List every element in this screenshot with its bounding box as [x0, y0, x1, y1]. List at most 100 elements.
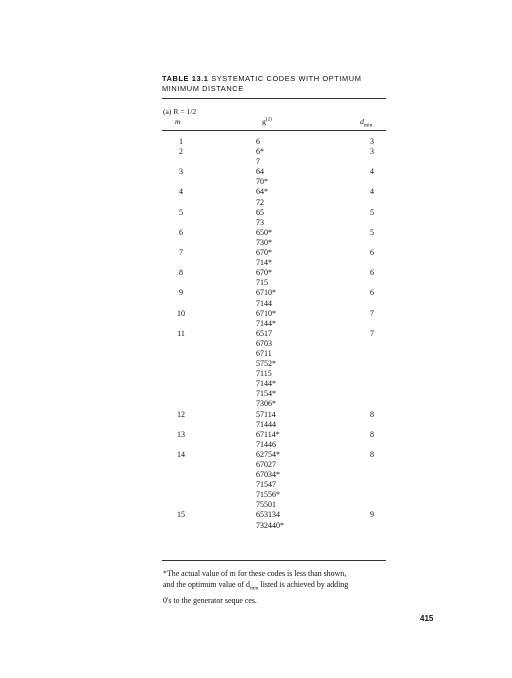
generator-value: 67034* — [256, 470, 280, 480]
table-row: 5 65 73 5 — [162, 208, 386, 228]
table-row: 11 6517 6703 6711 5752* 7115 7144* 7154* 7306* 7 — [162, 329, 386, 410]
table-caption: SYSTEMATIC CODES WITH OPTIMUM MINIMUM DI… — [162, 74, 362, 93]
cell-generator-list: 6710* 7144 — [256, 288, 386, 308]
cell-m: 8 — [179, 268, 183, 278]
cell-m: 2 — [179, 147, 183, 157]
cell-dmin: 3 — [370, 137, 374, 146]
cell-m: 3 — [179, 167, 183, 177]
generator-value: 6703 — [256, 338, 272, 348]
generator-value: 714* — [256, 258, 272, 268]
generator-value: 67027 — [256, 460, 276, 469]
cell-dmin: 6 — [370, 288, 374, 298]
generator-value: 7 — [256, 157, 260, 167]
generator-value: 72 — [256, 197, 264, 207]
cell-generator-list: 6* 7 — [256, 147, 386, 167]
cell-dmin: 8 — [370, 429, 374, 439]
table-row: 10 6710* 7144* 7 — [162, 309, 386, 329]
generator-value: 5752* — [256, 359, 276, 369]
cell-m: 14 — [177, 449, 185, 459]
table-footnote: *The actual value of m for these codes i… — [163, 568, 385, 606]
generator-value: 6711 — [256, 348, 272, 358]
bottom-rule — [162, 560, 386, 561]
footnote-line-2: and the optimum value of dmin listed is … — [163, 580, 349, 592]
code-table: 1 6 3 2 6* 7 3 3 64 70* 4 4 64* 72 4 5 65 73 5 6 650* 730* 5 7 6… — [162, 137, 386, 531]
cell-m: 9 — [179, 288, 183, 298]
cell-m: 10 — [177, 308, 185, 318]
cell-generator-list: 65 73 — [256, 208, 386, 228]
generator-value: 7154* — [256, 389, 276, 399]
generator-value: 62754* — [256, 449, 280, 459]
cell-generator-list: 6517 6703 6711 5752* 7115 7144* 7154* 7306* — [256, 329, 386, 410]
table-number: TABLE 13.1 — [162, 74, 209, 83]
footnote-line-3: 0's to the generator seque ces. — [163, 595, 257, 605]
cell-m: 13 — [177, 429, 185, 439]
table-row: 3 64 70* 4 — [162, 167, 386, 187]
generator-value: 650* — [256, 227, 272, 237]
generator-value: 71547 — [256, 480, 276, 490]
generator-value: 75501 — [256, 500, 276, 510]
cell-dmin: 4 — [370, 167, 374, 177]
cell-generator-list: 670* 714* — [256, 248, 386, 268]
cell-m: 5 — [179, 207, 183, 217]
generator-value: 71556* — [256, 490, 280, 500]
table-row: 9 6710* 7144 6 — [162, 288, 386, 308]
cell-dmin: 6 — [370, 248, 374, 258]
table-row: 4 64* 72 4 — [162, 187, 386, 207]
generator-value: 64* — [256, 187, 268, 197]
generator-value: 71446 — [256, 439, 276, 449]
generator-value: 730* — [256, 237, 272, 247]
generator-value: 7115 — [256, 369, 272, 379]
cell-m: 7 — [179, 248, 183, 258]
cell-generator-list: 670* 715 — [256, 268, 386, 288]
cell-m: 11 — [177, 328, 185, 338]
generator-value: 6710* — [256, 308, 276, 318]
cell-generator-list: 62754* 67027 67034* 71547 71556* 75501 — [256, 450, 386, 511]
generator-value: 653134 — [256, 510, 280, 520]
table-row: 14 62754* 67027 67034* 71547 71556* 75501 8 — [162, 450, 386, 511]
generator-value: 73 — [256, 217, 264, 227]
table-row: 15 653134 732440* 9 — [162, 510, 386, 530]
generator-value: 7306* — [256, 399, 276, 409]
footnote-line-1: *The actual value of m for these codes i… — [163, 569, 347, 578]
cell-m: 15 — [177, 510, 185, 520]
cell-m: 1 — [179, 137, 183, 146]
cell-generator-list: 64* 72 — [256, 187, 386, 207]
table-title: TABLE 13.1 SYSTEMATIC CODES WITH OPTIMUM… — [162, 74, 392, 94]
generator-value: 64 — [256, 167, 264, 177]
generator-value: 715 — [256, 278, 268, 288]
cell-generator-list: 67114* 71446 — [256, 430, 386, 450]
generator-value: 6710* — [256, 288, 276, 298]
column-header-dmin: dmin — [360, 117, 373, 129]
cell-dmin: 7 — [370, 328, 374, 338]
generator-value: 732440* — [256, 520, 284, 530]
generator-value: 71444 — [256, 419, 276, 429]
generator-value: 67114* — [256, 429, 280, 439]
generator-value: 6 — [256, 137, 260, 146]
generator-value: 65 — [256, 207, 264, 217]
cell-generator-list: 650* 730* — [256, 228, 386, 248]
cell-m: 4 — [179, 187, 183, 197]
cell-m: 12 — [177, 409, 185, 419]
cell-dmin: 3 — [370, 147, 374, 157]
table-row: 1 6 3 — [162, 137, 386, 147]
table-row: 7 670* 714* 6 — [162, 248, 386, 268]
generator-value: 57114 — [256, 409, 276, 419]
cell-generator-list: 653134 732440* — [256, 510, 386, 530]
page-number: 415 — [420, 614, 434, 623]
table-row: 8 670* 715 6 — [162, 268, 386, 288]
table-row: 12 57114 71444 8 — [162, 410, 386, 430]
generator-value: 70* — [256, 177, 268, 187]
cell-dmin: 5 — [370, 227, 374, 237]
generator-value: 7144* — [256, 318, 276, 328]
table-subheading: (a) R = 1/2 — [163, 107, 197, 116]
header-rule — [162, 130, 386, 131]
table-row: 2 6* 7 3 — [162, 147, 386, 167]
table-row: 6 650* 730* 5 — [162, 228, 386, 248]
column-header-g: g(2) — [262, 117, 272, 126]
cell-m: 6 — [179, 227, 183, 237]
generator-value: 6517 — [256, 328, 272, 338]
cell-generator-list: 64 70* — [256, 167, 386, 187]
cell-dmin: 4 — [370, 187, 374, 197]
cell-generator-list: 6 — [256, 137, 386, 147]
column-header-m: m — [175, 117, 181, 126]
